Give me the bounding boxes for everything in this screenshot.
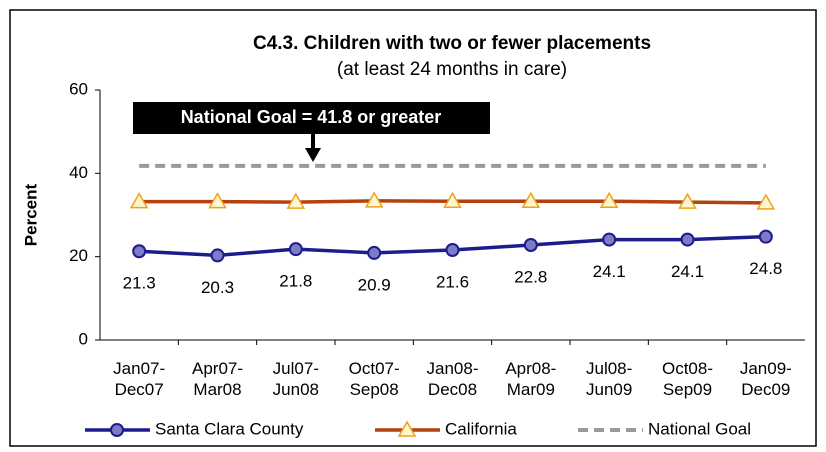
legend-label: California [445,419,517,438]
point [210,248,225,263]
data-label: 24.1 [593,262,626,281]
point [129,192,149,209]
point [367,245,382,260]
x-tick-label: Oct08- Sep09 [661,359,714,399]
point [132,244,147,259]
data-label: 22.8 [514,267,547,286]
point [680,232,695,247]
x-tick-label: Apr08- Mar09 [505,359,557,399]
data-label: 24.8 [749,259,782,278]
x-tick-label: Jul08- Jun09 [585,359,633,399]
point [443,191,462,208]
point [758,229,773,244]
point [678,192,697,209]
chart-title: C4.3. Children with two or fewer placeme… [253,33,651,54]
chart-subtitle: (at least 24 months in care) [337,59,567,80]
x-tick-label: Jul07- Jun08 [272,359,319,399]
legend-marker [110,423,124,437]
legend-marker [397,420,417,437]
point [286,192,306,209]
data-label: 20.3 [201,278,234,297]
y-tick-label: 20 [69,246,88,265]
x-tick-label: Jan07- Dec07 [113,359,166,399]
point [208,192,227,209]
annotation-box [133,102,490,134]
y-axis-label: Percent [21,183,40,246]
point [756,193,776,210]
y-tick-label: 60 [69,79,88,98]
annotation-arrowhead [305,148,321,162]
point [602,232,617,247]
data-label: 24.1 [671,262,704,281]
y-tick-label: 40 [69,163,88,182]
legend-label: Santa Clara County [155,419,304,438]
y-tick-label: 0 [79,329,88,348]
data-label: 21.6 [436,272,469,291]
data-label: 21.3 [123,274,156,293]
x-tick-label: Jan08- Dec08 [426,359,479,399]
chart-border [9,9,817,447]
point [445,243,460,257]
x-tick-label: Apr07- Mar08 [191,359,244,399]
point [288,242,303,257]
point [599,191,619,208]
annotation: National Goal = 41.8 or greater [181,107,442,127]
point [521,191,541,208]
x-tick-label: Jan09- Dec09 [739,359,792,399]
x-tick-label: Oct07- Sep08 [348,359,400,399]
data-label: 21.8 [279,272,312,291]
point [523,238,538,252]
point [364,191,384,208]
legend-label: National Goal [648,419,751,438]
data-label: 20.9 [358,275,391,294]
